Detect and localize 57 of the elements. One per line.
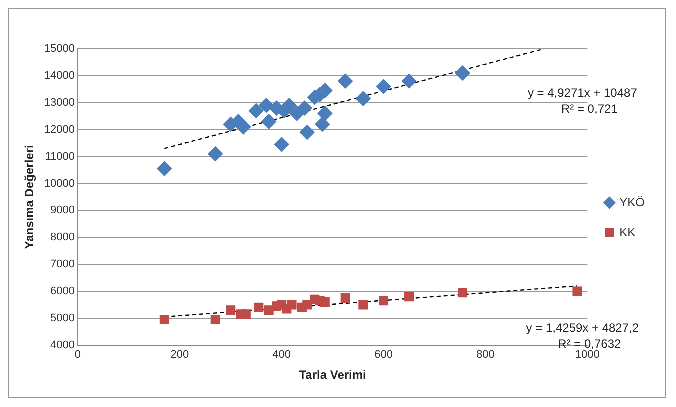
y-tick-label: 7000 [50, 258, 75, 271]
point [315, 116, 330, 132]
point [262, 114, 277, 130]
y-tick-label: 6000 [50, 286, 75, 298]
point [241, 310, 251, 320]
point [236, 120, 252, 135]
point [402, 74, 417, 89]
point [287, 300, 297, 310]
point [340, 294, 350, 303]
x-tick-label: 400 [272, 349, 292, 362]
point [210, 315, 220, 325]
y-axis-title: Yansıma Değerleri [22, 145, 37, 250]
point [297, 100, 312, 116]
point [356, 91, 371, 106]
x-axis-title: Tarla Verimi [299, 368, 366, 382]
point [338, 74, 354, 89]
y-tick-label: 12000 [44, 124, 75, 136]
y-tick-label: 15000 [44, 43, 75, 56]
point [404, 292, 414, 302]
annotation: y = 4,9271x + 10487 [528, 86, 638, 100]
point [300, 125, 315, 140]
point [274, 137, 290, 152]
x-tick-label: 200 [170, 349, 190, 362]
point [259, 98, 274, 114]
y-tick-label: 5000 [50, 312, 75, 324]
y-tick-label: 13000 [44, 96, 75, 109]
point [157, 161, 172, 176]
point [254, 302, 264, 312]
annotation: R² = 0,721 [561, 102, 618, 116]
point [208, 146, 224, 162]
legend-label: YKÖ [620, 195, 645, 210]
point [226, 306, 236, 316]
annotation: R² = 0,7632 [558, 337, 622, 351]
point [160, 315, 170, 325]
point [458, 288, 468, 298]
y-tick-label: 10000 [44, 178, 75, 190]
point [358, 300, 368, 310]
point [376, 79, 392, 94]
y-tick-label: 8000 [50, 232, 75, 244]
point [282, 98, 297, 114]
point [572, 286, 582, 296]
point [455, 66, 470, 81]
point [379, 296, 389, 306]
y-tick-label: 14000 [44, 70, 75, 82]
point [248, 103, 264, 118]
point [318, 106, 333, 122]
legend-label: KK [620, 225, 636, 240]
y-tick-label: 9000 [50, 204, 75, 217]
point [302, 300, 312, 310]
x-tick-label: 600 [374, 349, 393, 362]
x-tick-label: 0 [74, 349, 82, 362]
y-tick-label: 11000 [45, 150, 75, 163]
y-tick-label: 4000 [50, 339, 75, 352]
point [320, 298, 330, 308]
x-tick-label: 800 [476, 349, 495, 362]
annotation: y = 1,4259x + 4827,2 [526, 321, 640, 335]
x-tick-label: 1000 [575, 349, 600, 362]
